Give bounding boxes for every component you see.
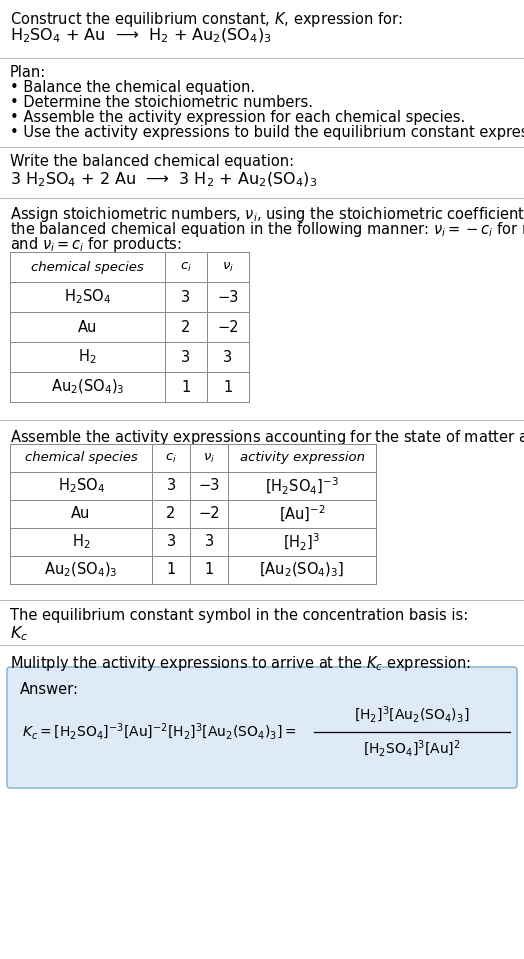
Text: $\mathregular{H_2SO_4}$ + Au  ⟶  $\mathregular{H_2}$ + $\mathregular{Au_2(SO_4)_: $\mathregular{H_2SO_4}$ + Au ⟶ $\mathreg…	[10, 27, 271, 45]
Text: 1: 1	[181, 380, 191, 394]
Text: $[\mathregular{H_2SO_4}]^{-3}$: $[\mathregular{H_2SO_4}]^{-3}$	[265, 476, 339, 497]
Text: Write the balanced chemical equation:: Write the balanced chemical equation:	[10, 154, 294, 169]
Text: Answer:: Answer:	[20, 682, 79, 697]
Text: −2: −2	[217, 319, 239, 335]
Text: chemical species: chemical species	[31, 261, 144, 273]
Text: Assign stoichiometric numbers, $\nu_i$, using the stoichiometric coefficients, $: Assign stoichiometric numbers, $\nu_i$, …	[10, 205, 524, 224]
Text: −2: −2	[198, 506, 220, 522]
Text: 3: 3	[223, 349, 233, 364]
Text: $\mathregular{H_2SO_4}$: $\mathregular{H_2SO_4}$	[64, 288, 111, 306]
Text: $\mathregular{Au_2(SO_4)_3}$: $\mathregular{Au_2(SO_4)_3}$	[44, 561, 118, 579]
Text: Construct the equilibrium constant, $K$, expression for:: Construct the equilibrium constant, $K$,…	[10, 10, 402, 29]
Text: 1: 1	[223, 380, 233, 394]
Text: $\mathregular{H_2}$: $\mathregular{H_2}$	[78, 348, 97, 366]
Text: $[\mathregular{H_2SO_4}]^3 [\mathregular{Au}]^2$: $[\mathregular{H_2SO_4}]^3 [\mathregular…	[363, 738, 461, 760]
Text: $[\mathregular{Au}]^{-2}$: $[\mathregular{Au}]^{-2}$	[279, 503, 325, 524]
Text: $[\mathregular{H_2}]^3 [\mathregular{Au_2(SO_4)_3}]$: $[\mathregular{H_2}]^3 [\mathregular{Au_…	[354, 705, 470, 725]
Text: Mulitply the activity expressions to arrive at the $K_c$ expression:: Mulitply the activity expressions to arr…	[10, 654, 471, 673]
Text: −3: −3	[198, 479, 220, 494]
Text: 3: 3	[204, 534, 214, 550]
Text: 3: 3	[181, 349, 191, 364]
Text: $c_i$: $c_i$	[165, 452, 177, 464]
Text: $\nu_i$: $\nu_i$	[222, 261, 234, 273]
Text: activity expression: activity expression	[239, 452, 365, 464]
Text: $K_c$: $K_c$	[10, 624, 28, 643]
Text: Au: Au	[71, 506, 91, 522]
Text: Au: Au	[78, 319, 97, 335]
Text: $K_c = [\mathregular{H_2SO_4}]^{-3} [\mathregular{Au}]^{-2} [\mathregular{H_2}]^: $K_c = [\mathregular{H_2SO_4}]^{-3} [\ma…	[22, 722, 297, 742]
Text: The equilibrium constant symbol in the concentration basis is:: The equilibrium constant symbol in the c…	[10, 608, 468, 623]
Text: 1: 1	[167, 563, 176, 577]
Text: $\mathregular{H_2}$: $\mathregular{H_2}$	[72, 532, 90, 551]
Text: 3 $\mathregular{H_2SO_4}$ + 2 Au  ⟶  3 $\mathregular{H_2}$ + $\mathregular{Au_2(: 3 $\mathregular{H_2SO_4}$ + 2 Au ⟶ 3 $\m…	[10, 171, 318, 189]
Text: • Determine the stoichiometric numbers.: • Determine the stoichiometric numbers.	[10, 95, 313, 110]
Text: • Balance the chemical equation.: • Balance the chemical equation.	[10, 80, 255, 95]
Text: 3: 3	[181, 290, 191, 305]
Text: $\mathregular{Au_2(SO_4)_3}$: $\mathregular{Au_2(SO_4)_3}$	[51, 378, 124, 396]
Text: $\mathregular{H_2SO_4}$: $\mathregular{H_2SO_4}$	[58, 477, 104, 496]
Text: and $\nu_i = c_i$ for products:: and $\nu_i = c_i$ for products:	[10, 235, 182, 254]
Text: the balanced chemical equation in the following manner: $\nu_i = -c_i$ for react: the balanced chemical equation in the fo…	[10, 220, 524, 239]
Text: Plan:: Plan:	[10, 65, 46, 80]
Text: chemical species: chemical species	[25, 452, 137, 464]
Text: • Assemble the activity expression for each chemical species.: • Assemble the activity expression for e…	[10, 110, 465, 125]
Text: 3: 3	[167, 534, 176, 550]
Text: $\nu_i$: $\nu_i$	[203, 452, 215, 464]
Text: 2: 2	[166, 506, 176, 522]
Text: $[\mathregular{Au_2(SO_4)_3}]$: $[\mathregular{Au_2(SO_4)_3}]$	[259, 561, 345, 579]
Text: 2: 2	[181, 319, 191, 335]
Text: $c_i$: $c_i$	[180, 261, 192, 273]
FancyBboxPatch shape	[7, 667, 517, 788]
Text: Assemble the activity expressions accounting for the state of matter and $\nu_i$: Assemble the activity expressions accoun…	[10, 428, 524, 447]
Text: • Use the activity expressions to build the equilibrium constant expression.: • Use the activity expressions to build …	[10, 125, 524, 140]
Text: 3: 3	[167, 479, 176, 494]
Text: $[\mathregular{H_2}]^3$: $[\mathregular{H_2}]^3$	[283, 531, 321, 552]
Text: 1: 1	[204, 563, 214, 577]
Text: −3: −3	[217, 290, 239, 305]
